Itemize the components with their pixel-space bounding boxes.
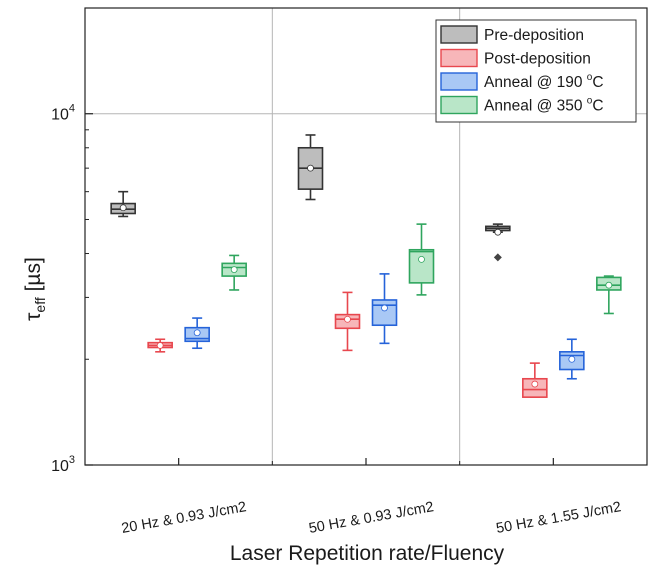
mean-marker xyxy=(418,255,425,263)
x-axis-title: Laser Repetition rate/Fluency xyxy=(230,542,505,565)
box-2-1 xyxy=(371,273,398,345)
legend-label: Pre-deposition xyxy=(484,27,584,44)
mean-marker xyxy=(344,315,351,323)
y-axis-title-subscript: eff xyxy=(32,297,48,312)
mean-marker xyxy=(193,329,201,337)
box-3-2 xyxy=(596,275,622,315)
box-2-2 xyxy=(559,338,585,380)
y-tick-label: 104 xyxy=(51,103,75,124)
box-iqr xyxy=(408,248,435,284)
box-0-0 xyxy=(110,190,136,218)
y-tick-label-base: 10 xyxy=(51,458,69,475)
legend-swatch xyxy=(440,48,478,68)
box-3-0 xyxy=(221,254,247,291)
box-1-2 xyxy=(522,362,548,398)
y-axis-title-unit: [µs] xyxy=(22,257,45,297)
y-tick-label-exponent: 3 xyxy=(69,454,75,466)
box-1-1 xyxy=(334,291,361,352)
legend: Pre-deposition Post-deposition Anneal @ 19… xyxy=(435,19,637,123)
y-tick-label-exponent: 4 xyxy=(69,103,75,115)
mean-marker xyxy=(531,380,539,388)
mean-marker xyxy=(307,164,314,172)
legend-label-degree: o xyxy=(587,96,593,107)
outlier-marker xyxy=(493,253,502,262)
box-iqr xyxy=(522,377,548,398)
legend-label-degree: o xyxy=(587,72,593,83)
box-1-0 xyxy=(147,338,173,353)
box-iqr xyxy=(371,299,398,327)
legend-label-unit: C xyxy=(592,98,603,115)
legend-swatch xyxy=(440,95,478,115)
legend-swatch xyxy=(440,25,478,44)
box-0-2 xyxy=(485,223,511,262)
legend-label-base: Anneal @ 350 xyxy=(484,98,587,115)
mean-marker xyxy=(605,281,613,289)
mean-marker xyxy=(381,304,388,312)
mean-marker xyxy=(494,228,502,236)
legend-label-base: Anneal @ 190 xyxy=(484,74,587,91)
legend-label: Post-deposition xyxy=(484,51,591,68)
box-series-group xyxy=(110,134,622,398)
mean-marker xyxy=(230,266,238,273)
y-axis-title-symbol: τ xyxy=(22,312,45,321)
box-0-1 xyxy=(297,134,324,201)
y-tick-label: 103 xyxy=(51,454,75,475)
mean-marker xyxy=(156,342,164,349)
mean-marker xyxy=(119,204,127,212)
legend-label-unit: C xyxy=(592,74,603,91)
legend-label: Anneal @ 350 oC xyxy=(484,96,604,115)
legend-swatch xyxy=(440,72,478,91)
y-tick-label-base: 10 xyxy=(51,107,69,124)
mean-marker xyxy=(568,355,576,363)
box-3-1 xyxy=(408,223,435,296)
y-axis-title: τeff [µs] xyxy=(22,257,48,321)
box-2-0 xyxy=(184,317,210,350)
legend-label: Anneal @ 190 oC xyxy=(484,72,604,91)
